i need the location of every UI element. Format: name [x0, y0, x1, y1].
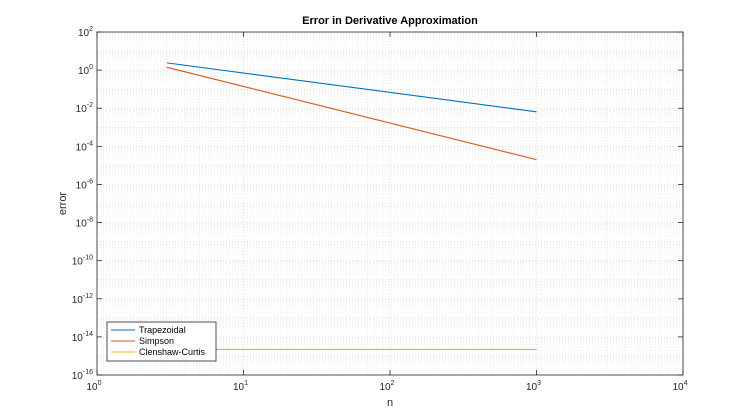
legend-label: Simpson: [139, 336, 174, 346]
y-tick-label: 10-2: [76, 102, 93, 115]
y-tick-label: 10-4: [76, 140, 93, 153]
y-tick-label: 10-8: [76, 217, 93, 230]
y-tick-label: 102: [78, 26, 93, 39]
x-tick-labels: 100 101 102 103 104: [86, 380, 687, 393]
grid: [96, 32, 683, 376]
y-tick-label: 10-16: [72, 369, 93, 382]
y-tick-label: 10-12: [72, 293, 93, 306]
y-axis-label: error: [57, 192, 69, 216]
legend-label: Clenshaw-Curtis: [139, 347, 206, 357]
chart-title: Error in Derivative Approximation: [302, 15, 478, 27]
y-tick-label: 10-14: [72, 331, 93, 344]
x-tick-label: 102: [379, 380, 394, 393]
x-tick-label: 104: [672, 380, 687, 393]
series-line-simpson: [166, 66, 537, 161]
y-tick-label: 100: [78, 64, 93, 77]
y-tick-labels: 102 100 10-2 10-4 10-6 10-8 10-10 10-12 10-14 10-…: [72, 26, 93, 382]
x-tick-label: 101: [233, 380, 248, 393]
series-lines: [166, 62, 537, 350]
y-tick-label: 10-6: [76, 178, 93, 191]
axis-ticks: [96, 31, 684, 376]
x-tick-label: 103: [526, 380, 541, 393]
legend-label: Trapezoidal: [139, 325, 186, 335]
x-tick-label: 100: [86, 380, 101, 393]
series-line-trapezoidal: [166, 62, 537, 113]
y-tick-label: 10-10: [72, 255, 93, 268]
x-axis-label: n: [387, 397, 393, 409]
